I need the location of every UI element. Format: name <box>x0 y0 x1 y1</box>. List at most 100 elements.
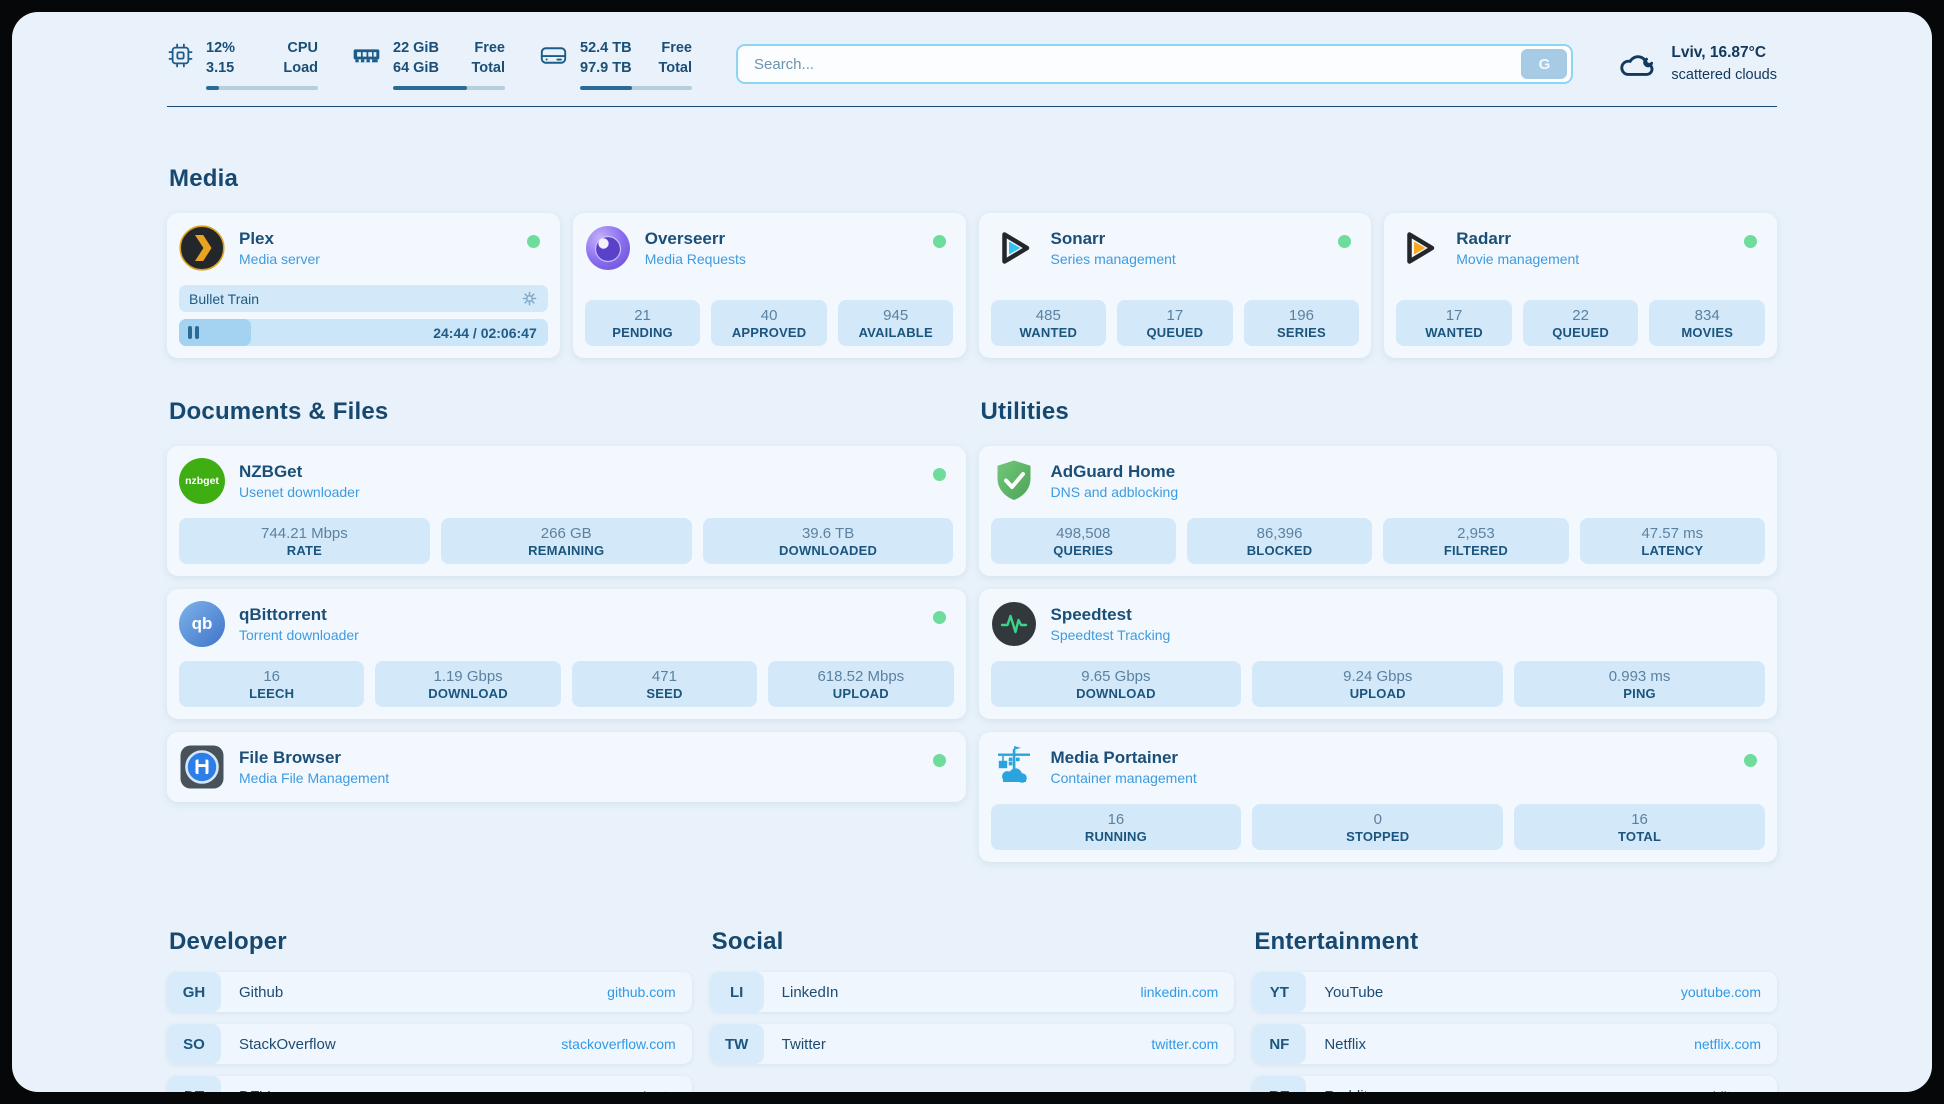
stat-latency: 47.57 ms LATENCY <box>1579 518 1765 565</box>
bookmark-twitter[interactable]: TW Twitter twitter.com <box>709 1024 1235 1065</box>
pause-icon[interactable] <box>188 326 199 340</box>
section-utilities: Utilities AdGuard Home DNS and adblockin… <box>978 398 1777 863</box>
nzbget-icon: nzbget <box>179 458 225 505</box>
stat-series: 196 SERIES <box>1243 300 1360 347</box>
bookmark-linkedin[interactable]: LI LinkedIn linkedin.com <box>709 972 1235 1013</box>
stat-upload: 9.24 Gbps UPLOAD <box>1252 661 1504 708</box>
stat-approved: 40 APPROVED <box>711 300 827 347</box>
disk-total-label: Total <box>658 60 692 77</box>
app-title: Plex <box>239 229 274 249</box>
cpu-stat: 12% 3.15 CPU Load <box>167 38 318 91</box>
disk-free: 52.4 TB <box>580 40 632 56</box>
stat-download: 9.65 Gbps DOWNLOAD <box>990 661 1242 708</box>
stat-seed: 471 SEED <box>571 661 758 708</box>
stat-leech: 16 LEECH <box>179 661 365 708</box>
bookmark-abbr: TW <box>709 1024 764 1065</box>
now-playing-progressbar[interactable]: 24:44 / 02:06:47 <box>179 319 548 347</box>
app-title: AdGuard Home <box>1050 462 1176 482</box>
section-entertainment: Entertainment YT YouTube youtube.com NF … <box>1252 928 1777 1092</box>
gear-icon[interactable] <box>521 290 538 307</box>
header-divider <box>167 106 1777 108</box>
portainer-icon <box>991 744 1037 790</box>
bookmark-reddit[interactable]: RE Reddit reddit.com <box>1252 1076 1777 1092</box>
search-engine-button[interactable]: G <box>1521 49 1568 80</box>
section-media: Media Plex Media server Bullet Train <box>167 165 1777 359</box>
status-dot <box>526 235 540 249</box>
app-subtitle: Media server <box>239 251 320 268</box>
app-card-portainer[interactable]: Media Portainer Container management 16 R… <box>978 732 1777 863</box>
app-title: File Browser <box>239 748 342 768</box>
disk-total: 97.9 TB <box>580 60 632 77</box>
bookmark-name: YouTube <box>1324 983 1384 1001</box>
qbittorrent-icon: qb <box>179 601 225 648</box>
radarr-icon <box>1396 225 1442 271</box>
bookmark-name: StackOverflow <box>239 1035 336 1053</box>
now-playing-title-row: Bullet Train <box>179 285 548 313</box>
app-title: Radarr <box>1456 229 1512 249</box>
section-developer: Developer GH Github github.com SO StackO… <box>167 928 692 1092</box>
app-subtitle: Media Requests <box>644 251 746 268</box>
app-title: Sonarr <box>1050 229 1106 249</box>
app-card-adguard[interactable]: AdGuard Home DNS and adblocking 498,508 Q… <box>978 446 1777 577</box>
cpu-load-avg: 3.15 <box>206 60 235 77</box>
bookmark-netflix[interactable]: NF Netflix netflix.com <box>1252 1024 1777 1065</box>
cpu-load-label: Load <box>283 60 318 77</box>
app-card-speedtest[interactable]: Speedtest Speedtest Tracking 9.65 Gbps DO… <box>978 589 1777 720</box>
stat-queued: 17 QUEUED <box>1117 300 1233 347</box>
stat-rate: 744.21 Mbps RATE <box>179 518 430 565</box>
bookmark-abbr: YT <box>1252 972 1307 1013</box>
developer-section-title: Developer <box>169 928 287 956</box>
bookmark-name: Twitter <box>781 1035 826 1053</box>
app-card-overseerr[interactable]: Overseerr Media Requests 21 PENDING 40 APP… <box>572 213 966 359</box>
app-subtitle: Speedtest Tracking <box>1050 627 1171 644</box>
system-stats: 12% 3.15 CPU Load 22 GiB 64 GiB Free Total <box>167 38 692 91</box>
stat-filtered: 2,953 FILTERED <box>1383 518 1569 565</box>
ram-total-label: Total <box>471 60 505 77</box>
utilities-section-title: Utilities <box>980 398 1069 426</box>
app-title: NZBGet <box>239 462 303 482</box>
disk-stat: 52.4 TB 97.9 TB Free Total <box>539 38 692 91</box>
search-bar[interactable]: G <box>736 44 1574 85</box>
sonarr-icon <box>991 225 1037 271</box>
section-documents: Documents & Files nzbget NZBGet Usenet d… <box>167 398 966 803</box>
app-subtitle: Media File Management <box>239 770 390 787</box>
bookmark-url: twitter.com <box>1151 1036 1219 1053</box>
ram-stat: 22 GiB 64 GiB Free Total <box>352 38 505 91</box>
app-card-qbittorrent[interactable]: qb qBittorrent Torrent downloader 16 LEEC… <box>167 589 966 720</box>
filebrowser-icon <box>179 744 225 790</box>
bookmark-abbr: GH <box>167 972 221 1013</box>
app-card-sonarr[interactable]: Sonarr Series management 485 WANTED 17 QUE… <box>978 213 1372 359</box>
app-title: qBittorrent <box>239 605 327 625</box>
app-card-nzbget[interactable]: nzbget NZBGet Usenet downloader 744.21 M… <box>167 446 966 577</box>
stat-wanted: 17 WANTED <box>1396 300 1512 347</box>
stat-running: 16 RUNNING <box>990 804 1242 851</box>
app-card-filebrowser[interactable]: File Browser Media File Management <box>167 732 966 803</box>
status-dot <box>932 235 946 249</box>
bookmark-dev[interactable]: DT DEV dev.to <box>167 1076 692 1092</box>
app-card-plex[interactable]: Plex Media server Bullet Train 24:44 <box>167 213 560 359</box>
app-subtitle: DNS and adblocking <box>1050 484 1179 501</box>
stat-available: 945 AVAILABLE <box>837 300 954 347</box>
status-dot <box>1744 235 1757 249</box>
bookmark-url: netflix.com <box>1694 1036 1761 1053</box>
stat-remaining: 266 GB REMAINING <box>440 518 692 565</box>
documents-section-title: Documents & Files <box>169 398 389 426</box>
stat-stopped: 0 STOPPED <box>1252 804 1504 851</box>
app-title: Speedtest <box>1050 605 1132 625</box>
overseerr-icon <box>585 225 631 271</box>
app-title: Media Portainer <box>1050 748 1179 768</box>
bookmark-youtube[interactable]: YT YouTube youtube.com <box>1252 972 1777 1013</box>
app-subtitle: Container management <box>1050 770 1197 787</box>
stat-queued: 22 QUEUED <box>1522 300 1639 347</box>
bookmark-url: youtube.com <box>1680 984 1761 1001</box>
cloud-icon <box>1620 54 1654 76</box>
bookmark-name: Netflix <box>1324 1035 1367 1053</box>
bookmark-stackoverflow[interactable]: SO StackOverflow stackoverflow.com <box>167 1024 692 1065</box>
now-playing-title: Bullet Train <box>189 290 260 307</box>
search-input[interactable] <box>754 55 1522 73</box>
media-section-title: Media <box>169 165 239 193</box>
stat-pending: 21 PENDING <box>584 300 701 347</box>
status-dot <box>932 754 946 768</box>
bookmark-github[interactable]: GH Github github.com <box>167 972 692 1013</box>
app-card-radarr[interactable]: Radarr Movie management 17 WANTED 22 QUEUE… <box>1384 213 1777 359</box>
